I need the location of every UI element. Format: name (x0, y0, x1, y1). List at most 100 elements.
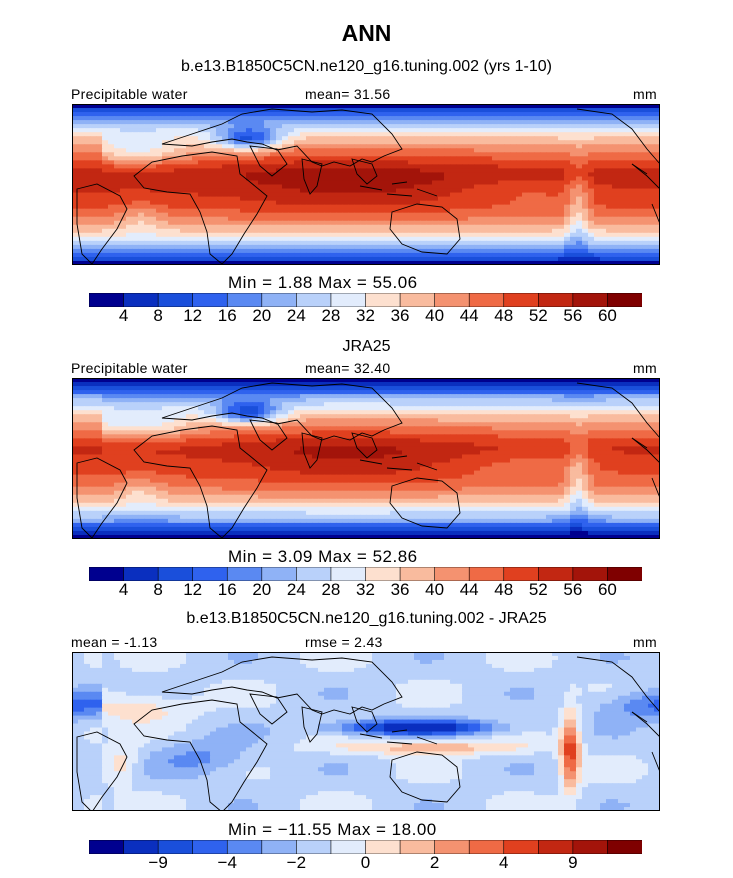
field-cell (252, 414, 259, 419)
field-cell (234, 192, 241, 198)
field-cell (192, 132, 199, 137)
field-cell (636, 212, 643, 218)
field-cell (120, 112, 127, 117)
field-cell (456, 394, 463, 399)
field-cell (108, 208, 115, 214)
field-cell (192, 410, 199, 415)
field-cell (222, 196, 229, 202)
field-cell (462, 140, 469, 145)
field-cell (168, 260, 175, 265)
field-cell (648, 148, 655, 153)
field-cell (498, 378, 505, 383)
coastline (359, 181, 438, 197)
field-cell (210, 144, 217, 149)
field-cell (444, 240, 451, 246)
field-cell (444, 216, 451, 222)
field-cell (450, 220, 457, 226)
field-cell (336, 188, 343, 194)
panel-1-colorbar (89, 293, 642, 307)
field-cell (402, 260, 409, 265)
field-cell (402, 168, 409, 174)
field-cell (534, 108, 541, 113)
field-cell (288, 136, 295, 141)
field-cell (228, 104, 235, 109)
field-cell (594, 200, 601, 206)
field-cell (654, 192, 660, 198)
field-cell (270, 104, 277, 109)
field-cell (84, 224, 91, 230)
field-cell (612, 390, 619, 395)
field-cell (426, 192, 433, 198)
field-cell (558, 108, 565, 113)
field-cell (198, 148, 205, 153)
field-cell (498, 124, 505, 129)
field-cell (294, 120, 301, 125)
field-cell (510, 116, 517, 121)
field-cell (90, 120, 97, 125)
field-cell (150, 176, 157, 182)
field-cell (438, 132, 445, 137)
field-cell (528, 192, 535, 198)
field-cell (330, 164, 337, 169)
field-cell (276, 136, 283, 141)
field-cell (324, 120, 331, 125)
field-cell (156, 228, 163, 234)
field-cell (138, 260, 145, 265)
field-cell (504, 244, 511, 250)
field-cell (600, 394, 607, 399)
field-cell (540, 136, 547, 141)
field-cell (72, 260, 79, 265)
field-cell (360, 144, 367, 149)
field-cell (294, 212, 301, 218)
field-cell (330, 216, 337, 222)
field-cell (468, 148, 475, 153)
field-cell (294, 136, 301, 141)
field-cell (480, 184, 487, 190)
field-cell (642, 248, 649, 254)
field-cell (126, 124, 133, 129)
field-cell (162, 156, 169, 161)
field-cell (606, 244, 613, 250)
field-cell (72, 208, 79, 214)
field-cell (378, 390, 385, 395)
field-cell (192, 160, 199, 165)
field-cell (246, 386, 253, 391)
field-cell (546, 252, 553, 258)
field-cell (606, 184, 613, 190)
field-cell (90, 382, 97, 387)
field-cell (624, 410, 631, 415)
field-cell (492, 378, 499, 383)
field-cell (474, 176, 481, 182)
field-cell (210, 382, 217, 387)
field-cell (204, 132, 211, 137)
field-cell (480, 260, 487, 265)
field-cell (288, 386, 295, 391)
field-cell (576, 200, 583, 206)
field-cell (522, 188, 529, 194)
field-cell (246, 164, 253, 169)
field-cell (372, 108, 379, 113)
field-cell (444, 112, 451, 117)
field-cell (132, 128, 139, 133)
field-cell (648, 156, 655, 161)
field-cell (156, 172, 163, 178)
field-cell (408, 132, 415, 137)
field-cell (156, 120, 163, 125)
field-cell (600, 128, 607, 133)
field-cell (210, 180, 217, 186)
field-cell (342, 132, 349, 137)
field-cell (642, 252, 649, 258)
field-cell (330, 232, 337, 238)
field-cell (402, 156, 409, 161)
field-cell (558, 152, 565, 157)
field-cell (552, 176, 559, 182)
field-cell (234, 180, 241, 186)
field-cell (120, 232, 127, 238)
field-cell (216, 402, 223, 407)
field-cell (264, 176, 271, 182)
field-cell (240, 212, 247, 218)
field-cell (444, 386, 451, 391)
field-cell (360, 394, 367, 399)
field-cell (612, 196, 619, 202)
field-cell (234, 124, 241, 129)
